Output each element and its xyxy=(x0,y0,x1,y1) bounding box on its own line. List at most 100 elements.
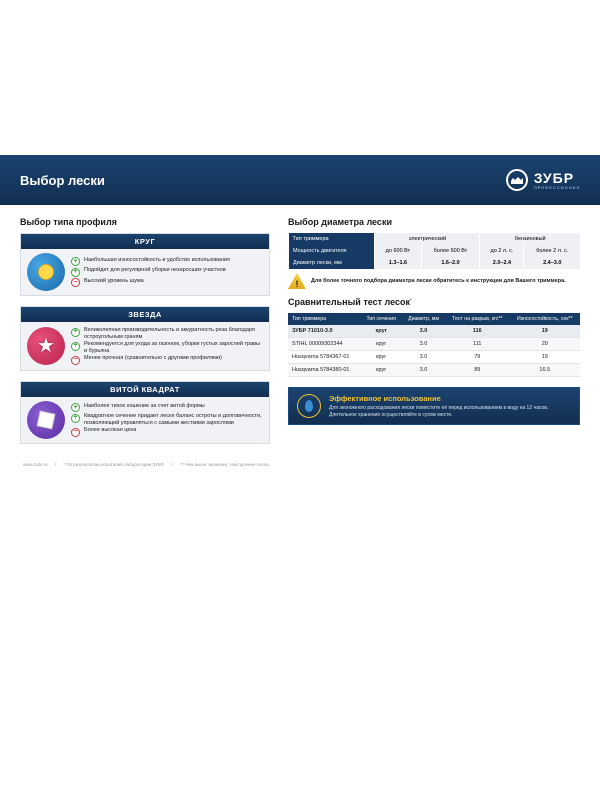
profile-shape-icon xyxy=(27,401,65,439)
profile-title: ВИТОЙ КВАДРАТ xyxy=(21,382,269,397)
plus-icon: + xyxy=(71,268,80,277)
profile-item: − Высокий уровень шума xyxy=(71,278,230,288)
comp-cell: 3.0 xyxy=(402,364,445,377)
diam-r2-a: до 600 Вт xyxy=(375,245,421,257)
plus-icon: + xyxy=(71,403,80,412)
profile-shape-icon xyxy=(27,253,65,291)
comp-row: STIHL 00009302344круг3.011120 xyxy=(288,338,580,351)
shape-circle-icon xyxy=(38,264,54,280)
profile-body: ★ + Великолепная производительность и ак… xyxy=(21,322,269,370)
profile-block: ЗВЕЗДА ★ + Великолепная производительнос… xyxy=(20,306,270,371)
profile-item-text: Более высокая цена xyxy=(84,427,136,434)
brand-text-wrap: ЗУБР ПРОФЕССИОНАЛ xyxy=(534,171,580,190)
right-column: Выбор диаметра лески Тип триммера электр… xyxy=(288,217,580,454)
profile-item-text: Менее прочная (сравнительно с другими пр… xyxy=(84,355,222,362)
diam-r1-label: Тип триммера xyxy=(289,233,375,245)
info-title: Эффективное использование xyxy=(329,394,571,403)
comp-cell: 116 xyxy=(445,325,510,338)
profile-title: ЗВЕЗДА xyxy=(21,307,269,322)
profile-body: + Наибольшая износостойкость и удобство … xyxy=(21,249,269,295)
minus-icon: − xyxy=(71,356,80,365)
shape-star-icon: ★ xyxy=(37,336,55,356)
brand-subtitle: ПРОФЕССИОНАЛ xyxy=(534,185,580,190)
footer-notes: www.zubr.ru / * По результатам испытаний… xyxy=(0,454,600,475)
profile-item: − Менее прочная (сравнительно с другими … xyxy=(71,355,263,365)
comp-col: Тип триммера xyxy=(288,313,360,325)
profile-body: + Наиболее тихое кошение за счет витой ф… xyxy=(21,397,269,443)
comp-cell: круг xyxy=(360,338,402,351)
warning-box: Для более точного подбора диаметра лески… xyxy=(288,273,580,289)
profile-item: + Великолепная производительность и акку… xyxy=(71,327,263,340)
comparison-table: Тип триммераТип сеченияДиаметр, ммТест н… xyxy=(288,313,580,377)
brand-block: ЗУБР ПРОФЕССИОНАЛ xyxy=(506,169,580,191)
footer-note2: ** Чем выше значение, тем прочнее леска. xyxy=(180,462,270,467)
profile-item-text: Высокий уровень шума xyxy=(84,278,144,285)
comp-cell: 19 xyxy=(510,325,580,338)
comp-cell: 3.0 xyxy=(402,351,445,364)
comp-col: Тип сечения xyxy=(360,313,402,325)
plus-icon: + xyxy=(71,414,80,423)
profile-item-text: Квадратное сечение придает леске баланс … xyxy=(84,413,263,426)
comp-row: Husqvarna 5784367-01круг3.07919 xyxy=(288,351,580,364)
profile-item: + Рекомендуется для ухода за газоном, уб… xyxy=(71,341,263,354)
profile-list: + Великолепная производительность и акку… xyxy=(71,322,269,370)
footer-note1: * По результатам испытаний лаборатории З… xyxy=(63,462,164,467)
comp-col: Диаметр, мм xyxy=(402,313,445,325)
diam-r3-c: 2.0–2.4 xyxy=(480,257,524,269)
comp-cell: 89 xyxy=(445,364,510,377)
profile-heading: Выбор типа профиля xyxy=(20,217,270,227)
diam-electric: электрический xyxy=(375,233,480,245)
profile-block: КРУГ + Наибольшая износостойкость и удоб… xyxy=(20,233,270,296)
info-body: Для экономного расходования лески помест… xyxy=(329,405,571,418)
profile-item: − Более высокая цена xyxy=(71,427,263,437)
comparison-heading-sup: * xyxy=(410,297,412,302)
brand-name: ЗУБР xyxy=(534,171,580,185)
plus-icon: + xyxy=(71,257,80,266)
profile-item-text: Рекомендуется для ухода за газоном, убор… xyxy=(84,341,263,354)
comparison-heading-text: Сравнительный тест лесок xyxy=(288,297,410,307)
footer-sep: / xyxy=(55,462,56,467)
shape-square-icon xyxy=(38,412,55,429)
profile-item: + Наибольшая износостойкость и удобство … xyxy=(71,257,230,267)
water-drop-icon xyxy=(305,400,313,412)
left-column: Выбор типа профиля КРУГ + Наибольшая изн… xyxy=(20,217,270,454)
comp-cell: 16.5 xyxy=(510,364,580,377)
comp-cell: круг xyxy=(360,325,402,338)
comp-cell: 79 xyxy=(445,351,510,364)
profile-item-text: Великолепная производительность и аккура… xyxy=(84,327,263,340)
profile-shape-icon: ★ xyxy=(27,327,65,365)
footer-sep: / xyxy=(172,462,173,467)
profile-block: ВИТОЙ КВАДРАТ + Наиболее тихое кошение з… xyxy=(20,381,270,444)
comp-cell: 111 xyxy=(445,338,510,351)
profile-list: + Наиболее тихое кошение за счет витой ф… xyxy=(71,398,269,442)
info-box: Эффективное использование Для экономного… xyxy=(288,387,580,425)
diameter-table: Тип триммера электрический бензиновый Мо… xyxy=(288,233,580,269)
diam-petrol: бензиновый xyxy=(480,233,580,245)
diam-r2-b: более 600 Вт xyxy=(421,245,480,257)
brand-logo-icon xyxy=(506,169,528,191)
plus-icon: + xyxy=(71,342,80,351)
header-bar: Выбор лески ЗУБР ПРОФЕССИОНАЛ xyxy=(0,155,600,205)
warning-text: Для более точного подбора диаметра лески… xyxy=(311,278,566,284)
comp-cell: 3.0 xyxy=(402,338,445,351)
minus-icon: − xyxy=(71,428,80,437)
diam-r3-label: Диаметр лески, мм xyxy=(289,257,375,269)
top-whitespace xyxy=(0,0,600,155)
profile-item-text: Подойдет для регулярной уборки незаросши… xyxy=(84,267,226,274)
profile-item-text: Наиболее тихое кошение за счет витой фор… xyxy=(84,403,205,410)
comp-cell: 20 xyxy=(510,338,580,351)
footer-site: www.zubr.ru xyxy=(23,462,48,467)
page-title: Выбор лески xyxy=(20,173,105,188)
comp-row: ЗУБР 71010-3.0круг3.011619 xyxy=(288,325,580,338)
profile-item: + Квадратное сечение придает леске балан… xyxy=(71,413,263,426)
comp-cell: 3.0 xyxy=(402,325,445,338)
profile-item-text: Наибольшая износостойкость и удобство ис… xyxy=(84,257,230,264)
warning-icon xyxy=(288,273,306,289)
plus-icon: + xyxy=(71,328,80,337)
info-icon xyxy=(297,394,321,418)
content-columns: Выбор типа профиля КРУГ + Наибольшая изн… xyxy=(0,205,600,454)
comp-cell: STIHL 00009302344 xyxy=(288,338,360,351)
comp-cell: Husqvarna 5784380-01 xyxy=(288,364,360,377)
comp-cell: 19 xyxy=(510,351,580,364)
info-text-wrap: Эффективное использование Для экономного… xyxy=(329,394,571,418)
